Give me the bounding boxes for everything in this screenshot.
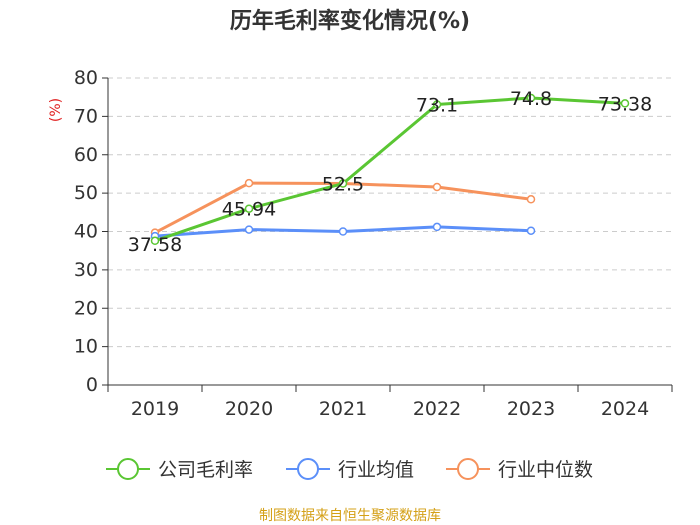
- chart-title: 历年毛利率变化情况(%): [230, 8, 470, 34]
- series-point-0-2022: [432, 100, 442, 109]
- x-tick-label-2024: 2024: [601, 398, 649, 420]
- data-label-2022: 73.1: [416, 94, 458, 116]
- y-tick-label-30: 30: [74, 259, 98, 281]
- axes: 0 10 20 30 40 50 60 70 80 2019 2020 2021 2022 2023 202…: [74, 67, 673, 420]
- legend-marker-icon: [457, 458, 479, 480]
- series-point-0-2019: [150, 236, 160, 246]
- y-tick-label-0: 0: [86, 374, 98, 396]
- x-tick-label-2020: 2020: [225, 398, 273, 420]
- legend-label: 行业均值: [338, 459, 414, 481]
- series-point-2-2020: [244, 178, 254, 188]
- x-tick-label-2019: 2019: [131, 398, 179, 420]
- series-point-2-2022: [432, 182, 442, 192]
- y-tick-label-40: 40: [74, 221, 98, 243]
- data-label-2021: 52.5: [322, 174, 364, 196]
- x-tick-label-2023: 2023: [507, 398, 555, 420]
- y-axis-label: (%): [48, 98, 64, 122]
- series-point-0-2024: [620, 99, 630, 108]
- y-tick-label-70: 70: [74, 105, 98, 127]
- series-point-0-2023: [526, 93, 536, 103]
- data-label-2020: 45.94: [222, 199, 276, 221]
- y-tick-label-10: 10: [74, 336, 98, 358]
- y-tick-label-80: 80: [74, 67, 98, 89]
- x-tick-label-2021: 2021: [319, 398, 367, 420]
- x-tick-label-2022: 2022: [413, 398, 461, 420]
- data-label-2024: 73.38: [598, 93, 652, 115]
- legend-marker-icon: [117, 458, 139, 480]
- series-group: [150, 93, 630, 246]
- series-point-0-2021: [338, 179, 348, 188]
- legend-item-2[interactable]: 行业中位数: [446, 458, 593, 481]
- series-point-1-2023: [526, 226, 536, 235]
- series-line-0: [154, 96, 626, 243]
- series-point-1-2021: [338, 227, 348, 236]
- y-tick-label-50: 50: [74, 182, 98, 204]
- legend-marker-icon: [297, 458, 319, 480]
- source-note: 制图数据来自恒生聚源数据库: [259, 508, 441, 524]
- legend-item-0[interactable]: 公司毛利率: [106, 458, 253, 481]
- series-point-0-2020: [244, 204, 254, 213]
- data-labels: 37.58 45.94 52.5 73.1 74.8 73.38: [128, 88, 652, 256]
- series-point-1-2020: [244, 225, 254, 234]
- y-tick-label-20: 20: [74, 297, 98, 319]
- data-label-2023: 74.8: [510, 88, 552, 110]
- series-point-2-2023: [526, 195, 536, 204]
- legend-label: 行业中位数: [498, 459, 593, 481]
- legend-item-1[interactable]: 行业均值: [286, 458, 414, 481]
- data-label-2019: 37.58: [128, 234, 182, 256]
- y-tick-label-60: 60: [74, 144, 98, 166]
- legend-label: 公司毛利率: [158, 459, 253, 481]
- legend: 公司毛利率 行业均值 行业中位数: [106, 458, 593, 481]
- series-point-1-2022: [432, 222, 442, 232]
